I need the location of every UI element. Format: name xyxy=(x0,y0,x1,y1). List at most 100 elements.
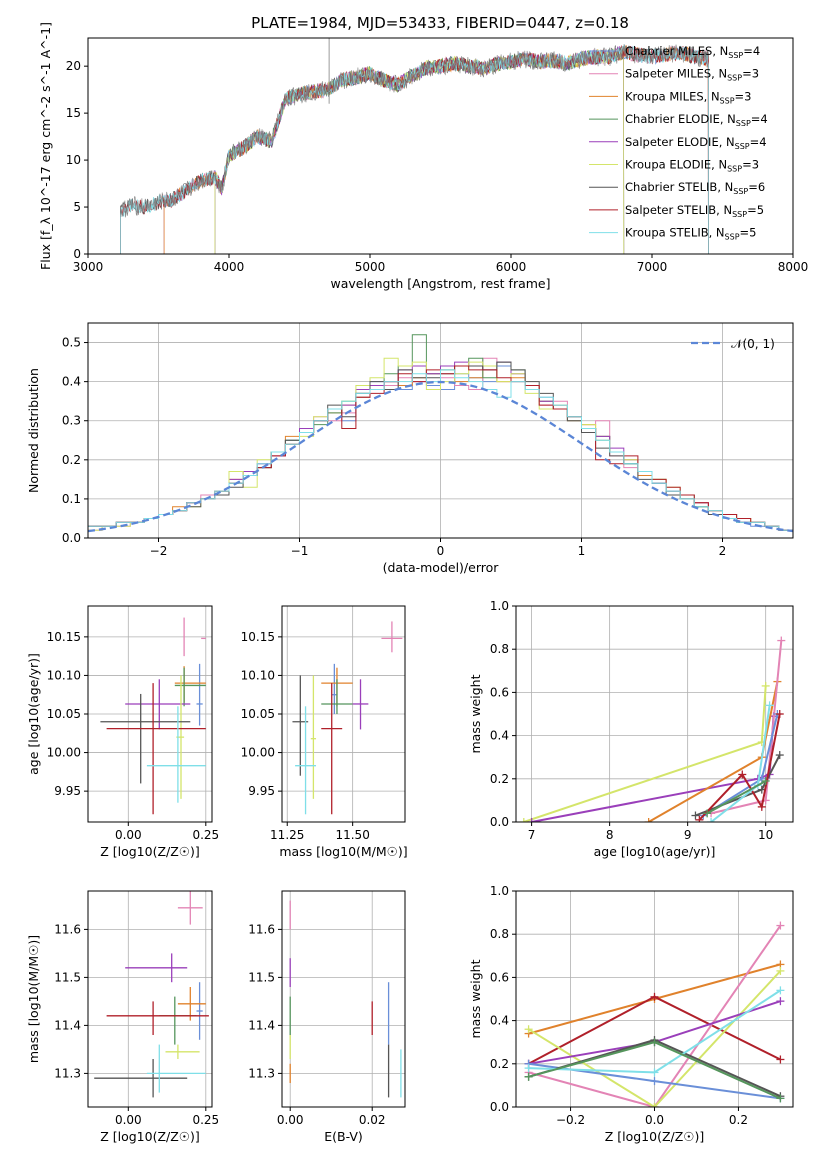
age_vs_mass-ytick-label: 9.95 xyxy=(248,784,275,798)
weight-line-KroupaELODIE xyxy=(528,970,782,1107)
weight_vs_Z-ytick-label: 0.6 xyxy=(490,970,509,984)
legend-label-SalpeterMILES: Salpeter MILES, NSSP=3 xyxy=(625,67,759,83)
mass_vs_Z-border xyxy=(87,890,213,1108)
age_vs_mass-points xyxy=(292,621,403,815)
age_vs_Z-xtick-label: 0.25 xyxy=(192,828,219,842)
age_vs_Z-frame: 0.00 0.25 9.95 10.00 10.05 10.10 10.15 Z [log10… xyxy=(26,605,219,859)
age_vs_mass-xlabel: mass [log10(M/M☉)] xyxy=(279,844,407,859)
spectrum-model-ChabrierSTELIB xyxy=(120,45,709,254)
mass_vs_ebv-xlabel: E(B-V) xyxy=(324,1129,363,1144)
spectrum-frame: 3000 4000 5000 6000 7000 8000 0 5 10 15 20 waveleng… xyxy=(38,22,808,291)
weight_vs_age-lines xyxy=(519,636,786,822)
normal-legend-label: 𝒩(0, 1) xyxy=(731,337,775,351)
mass_vs_ebv-ytick-label: 11.4 xyxy=(248,1018,275,1032)
residuals-frame: −2 −1 0 1 2 0.0 0.1 0.2 0.3 0.4 0.5 (data-model)/er… xyxy=(26,322,794,575)
legend-label-ChabrierELODIE: Chabrier ELODIE, NSSP=4 xyxy=(625,112,768,128)
weight_vs_age-ylabel: mass weight xyxy=(468,674,483,753)
age_vs_Z-ytick-label: 10.10 xyxy=(47,668,81,682)
residuals-ytick-label: 0.2 xyxy=(62,453,81,467)
histogram-KroupaSTELIB xyxy=(88,369,793,538)
spectrum-ytick-label: 0 xyxy=(73,247,81,261)
mass_vs_ebv-points xyxy=(289,900,402,1098)
weight_vs_age-ytick-label: 0.6 xyxy=(490,685,509,699)
age_vs_Z-axes xyxy=(88,606,212,822)
chart-panels: 3000 4000 5000 6000 7000 800005101520waveleng… xyxy=(26,22,808,1144)
residuals-xtick-label: 2 xyxy=(719,544,727,558)
spectrum-model-KroupaSTELIB xyxy=(120,44,709,254)
weight_vs_Z-frame: −0.2 0.0 0.2 0.0 0.2 0.4 0.6 0.8 1.0 Z [log10(Z/Z… xyxy=(468,884,794,1144)
weight_vs_Z-xtick-label: 0.2 xyxy=(729,1113,748,1127)
weight-line-SalpeterMILES xyxy=(528,925,782,1107)
residuals-ytick-label: 0.3 xyxy=(62,414,81,428)
residuals-ytick-label: 0.4 xyxy=(62,375,81,389)
weight_vs_Z-xtick-label: −0.2 xyxy=(556,1113,585,1127)
mass_vs_Z-ytick-label: 11.5 xyxy=(54,970,81,984)
weight_vs_age-border xyxy=(515,605,794,823)
age_vs_mass-ytick-label: 10.00 xyxy=(241,746,275,760)
mass_vs_ebv-frame: 0.00 0.02 11.3 11.4 11.5 11.6 E(B-V) xyxy=(248,890,406,1144)
spectrum-xtick-label: 4000 xyxy=(214,260,245,274)
mass_vs_Z-axes xyxy=(88,891,212,1107)
age_vs_Z-ytick-label: 9.95 xyxy=(54,784,81,798)
age_vs_Z-ytick-label: 10.00 xyxy=(47,746,81,760)
legend-label-SalpeterELODIE: Salpeter ELODIE, NSSP=4 xyxy=(625,135,767,151)
mass_vs_Z-points xyxy=(94,891,209,1098)
age_vs_mass-ytick-label: 10.10 xyxy=(241,668,275,682)
legend-label-ChabrierSTELIB: Chabrier STELIB, NSSP=6 xyxy=(625,180,765,196)
spectrum-data-line xyxy=(120,44,709,218)
weight_vs_Z-ytick-label: 1.0 xyxy=(490,884,509,898)
weight_vs_age-xtick-label: 7 xyxy=(528,828,536,842)
weight_vs_age-ytick-label: 0.0 xyxy=(490,815,509,829)
age_vs_Z-points xyxy=(100,617,206,815)
mass_vs_Z-frame: 0.00 0.25 11.3 11.4 11.5 11.6 Z [log10(Z/Z☉)] m… xyxy=(26,890,219,1144)
residuals-ytick-label: 0.5 xyxy=(62,336,81,350)
residuals-xtick-label: −1 xyxy=(291,544,309,558)
age_vs_Z-xtick-label: 0.00 xyxy=(115,828,142,842)
age_vs_mass-axes xyxy=(282,606,405,822)
residuals-ylabel: Normed distribution xyxy=(26,368,41,493)
weight-line-SalpeterELODIE xyxy=(531,716,775,822)
spectrum-legend: Chabrier MILES, NSSP=4 Salpeter MILES, NS… xyxy=(589,44,768,242)
mass_vs_ebv-ytick-label: 11.6 xyxy=(248,922,275,936)
age_vs_mass-frame: 11.25 11.50 9.95 10.00 10.05 10.10 10.15 mass [… xyxy=(241,605,408,859)
residuals-xtick-label: 0 xyxy=(437,544,445,558)
weight_vs_Z-ytick-label: 0.0 xyxy=(490,1100,509,1114)
weight_vs_Z-xtick-label: 0.0 xyxy=(645,1113,664,1127)
weight_vs_Z-xlabel: Z [log10(Z/Z☉)] xyxy=(605,1129,705,1144)
residuals-ytick-label: 0.1 xyxy=(62,492,81,506)
mass_vs_Z-ytick-label: 11.3 xyxy=(54,1066,81,1080)
weight_vs_Z-ylabel: mass weight xyxy=(468,959,483,1038)
residuals-axes xyxy=(88,323,793,539)
mass_vs_ebv-axes xyxy=(282,891,405,1107)
weight_vs_age-xtick-label: 8 xyxy=(606,828,614,842)
mass_vs_Z-ytick-label: 11.4 xyxy=(54,1018,81,1032)
residuals-xtick-label: 1 xyxy=(578,544,586,558)
mass_vs_Z-ytick-label: 11.6 xyxy=(54,922,81,936)
weight_vs_age-ytick-label: 0.4 xyxy=(490,729,509,743)
age_vs_mass-xtick-label: 11.25 xyxy=(270,828,304,842)
residuals-xlabel: (data-model)/error xyxy=(383,560,500,575)
legend-label-SalpeterSTELIB: Salpeter STELIB, NSSP=5 xyxy=(625,203,764,219)
weight_vs_age-xtick-label: 9 xyxy=(684,828,692,842)
weight_vs_Z-ytick-label: 0.2 xyxy=(490,1057,509,1071)
figure-title: PLATE=1984, MJD=53433, FIBERID=0447, z=0… xyxy=(251,14,629,32)
spectrum-xtick-label: 5000 xyxy=(355,260,386,274)
mass_vs_ebv-xtick-label: 0.02 xyxy=(359,1113,386,1127)
age_vs_mass-xtick-label: 11.50 xyxy=(335,828,369,842)
age_vs_Z-xlabel: Z [log10(Z/Z☉)] xyxy=(100,844,200,859)
weight_vs_age-ytick-label: 0.2 xyxy=(490,772,509,786)
weight_vs_Z-ytick-label: 0.8 xyxy=(490,927,509,941)
spectrum-xtick-label: 6000 xyxy=(496,260,527,274)
weight_vs_Z-ytick-label: 0.4 xyxy=(490,1014,509,1028)
spectrum-ylabel: Flux [f_λ 10^-17 erg cm^-2 s^-1 A^-1] xyxy=(38,22,53,270)
mass_vs_ebv-border xyxy=(281,890,406,1108)
age_vs_mass-ytick-label: 10.15 xyxy=(241,630,275,644)
spectrum-ytick-label: 10 xyxy=(66,153,81,167)
weight_vs_age-ytick-label: 0.8 xyxy=(490,642,509,656)
residuals-xtick-label: −2 xyxy=(150,544,168,558)
spectrum-xtick-label: 7000 xyxy=(637,260,668,274)
mass_vs_Z-ylabel: mass [log10(M/M☉)] xyxy=(26,935,41,1063)
weight_vs_age-xtick-label: 10 xyxy=(758,828,773,842)
spectrum-ytick-label: 15 xyxy=(66,106,81,120)
